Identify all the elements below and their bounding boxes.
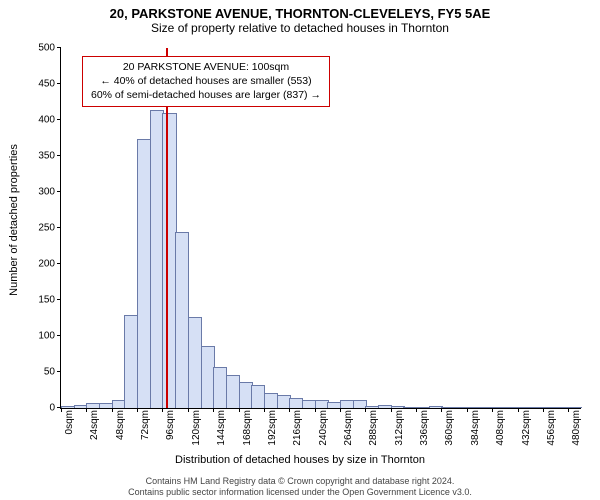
x-tick-label: 144sqm: [216, 410, 227, 446]
y-tick-label: 300: [25, 187, 55, 198]
y-tick-label: 350: [25, 151, 55, 162]
x-tick-label: 384sqm: [470, 410, 481, 446]
histogram-bar: [568, 407, 582, 408]
x-tick-label: 216sqm: [292, 410, 303, 446]
y-tick-label: 250: [25, 223, 55, 234]
x-tick-label: 432sqm: [521, 410, 532, 446]
x-tick-label: 264sqm: [343, 410, 354, 446]
footer-line2: Contains public sector information licen…: [0, 487, 600, 498]
x-axis-label: Distribution of detached houses by size …: [0, 454, 600, 466]
y-tick-label: 400: [25, 115, 55, 126]
x-tick-label: 192sqm: [267, 410, 278, 446]
y-tick-label: 500: [25, 43, 55, 54]
y-tick-label: 50: [25, 367, 55, 378]
x-tick-label: 288sqm: [368, 410, 379, 446]
x-tick-label: 96sqm: [165, 410, 176, 440]
y-tick-label: 450: [25, 79, 55, 90]
highlight-info-box: 20 PARKSTONE AVENUE: 100sqm ← 40% of det…: [82, 56, 330, 107]
footer-line1: Contains HM Land Registry data © Crown c…: [0, 476, 600, 487]
x-tick-label: 240sqm: [318, 410, 329, 446]
x-tick-label: 24sqm: [89, 410, 100, 440]
x-tick-label: 360sqm: [444, 410, 455, 446]
footer-attribution: Contains HM Land Registry data © Crown c…: [0, 476, 600, 499]
title-line2: Size of property relative to detached ho…: [0, 21, 600, 35]
x-tick-label: 120sqm: [191, 410, 202, 446]
x-tick-label: 48sqm: [115, 410, 126, 440]
info-line2: ← 40% of detached houses are smaller (55…: [91, 74, 321, 88]
info-line1: 20 PARKSTONE AVENUE: 100sqm: [91, 60, 321, 74]
x-tick-label: 456sqm: [546, 410, 557, 446]
x-tick-label: 168sqm: [242, 410, 253, 446]
info-line3: 60% of semi-detached houses are larger (…: [91, 88, 321, 102]
y-axis-label: Number of detached properties: [8, 144, 20, 296]
x-tick-label: 408sqm: [495, 410, 506, 446]
y-tick-label: 150: [25, 295, 55, 306]
chart-titles: 20, PARKSTONE AVENUE, THORNTON-CLEVELEYS…: [0, 0, 600, 35]
x-tick-label: 312sqm: [394, 410, 405, 446]
x-tick-label: 480sqm: [571, 410, 582, 446]
title-line1: 20, PARKSTONE AVENUE, THORNTON-CLEVELEYS…: [0, 6, 600, 21]
x-tick-label: 72sqm: [140, 410, 151, 440]
x-tick-label: 336sqm: [419, 410, 430, 446]
y-tick-label: 0: [25, 403, 55, 414]
y-tick-label: 100: [25, 331, 55, 342]
x-tick-label: 0sqm: [64, 410, 75, 434]
y-tick-label: 200: [25, 259, 55, 270]
